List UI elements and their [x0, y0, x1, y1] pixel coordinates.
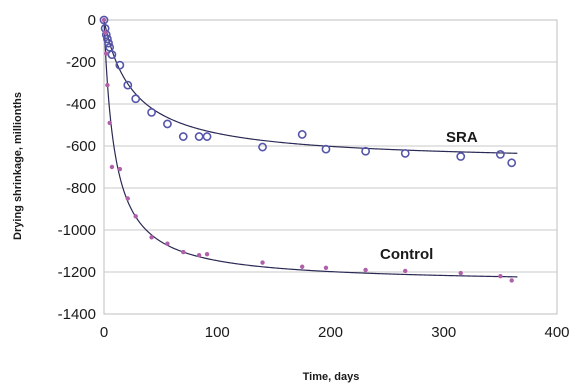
y-axis-title: Drying shrinkage, millionths: [12, 92, 24, 240]
data-point-sra: [507, 158, 517, 168]
data-point-sra: [495, 149, 505, 159]
y-tick-label: -400: [66, 96, 96, 113]
data-point-sra: [123, 80, 133, 90]
data-point-control: [109, 164, 115, 170]
trend-line-sra: [103, 19, 518, 154]
data-point-sra: [104, 38, 113, 48]
x-axis-title: Time, days: [303, 371, 360, 383]
data-point-control: [165, 241, 170, 246]
y-tick-label: 0: [88, 12, 96, 29]
data-point-control: [117, 166, 123, 172]
data-point-control: [509, 278, 514, 283]
data-point-control: [299, 264, 305, 269]
trend-line-control: [103, 19, 518, 278]
y-tick-label: -1200: [58, 264, 96, 281]
data-point-control: [133, 214, 138, 219]
data-point-sra: [147, 108, 156, 117]
data-point-sra: [178, 132, 188, 141]
data-point-control: [107, 120, 112, 126]
data-point-sra: [258, 142, 267, 152]
data-point-sra: [456, 152, 466, 161]
x-axis-ticks: 0 100 200 300 400: [100, 324, 570, 341]
x-tick-label: 200: [318, 324, 343, 341]
data-point-control: [149, 235, 154, 240]
y-tick-label: -800: [66, 180, 96, 197]
x-tick-label: 0: [100, 324, 108, 341]
data-point-control: [181, 249, 186, 255]
data-point-control: [101, 17, 107, 23]
data-point-control: [363, 267, 368, 273]
data-point-control: [498, 274, 503, 279]
data-point-control: [458, 270, 463, 276]
data-point-sra: [361, 146, 371, 156]
data-point-sra: [297, 130, 307, 139]
data-point-control: [196, 253, 202, 258]
y-tick-label: -1400: [58, 306, 96, 323]
data-point-sra: [163, 119, 172, 129]
x-tick-label: 100: [205, 324, 230, 341]
data-point-sra: [99, 15, 109, 25]
data-point-control: [105, 82, 110, 88]
y-tick-label: -200: [66, 54, 96, 71]
data-point-control: [104, 51, 109, 56]
data-points: [99, 15, 517, 283]
data-point-control: [204, 251, 210, 257]
data-point-control: [323, 265, 329, 270]
y-tick-label: -600: [66, 138, 96, 155]
data-point-sra: [102, 34, 112, 44]
control-series-label: Control: [380, 246, 433, 263]
data-point-sra: [321, 144, 331, 154]
trend-lines: [103, 19, 518, 278]
data-point-sra: [131, 94, 141, 104]
data-point-control: [403, 268, 408, 274]
data-point-control: [260, 260, 265, 265]
x-tick-label: 300: [431, 324, 456, 341]
data-point-sra: [400, 148, 410, 158]
y-tick-label: -1000: [58, 222, 96, 239]
data-point-control: [102, 30, 108, 35]
plot-area: [103, 19, 558, 315]
y-axis-ticks: 0 -200 -400 -600 -800 -1000 -1200 -1400: [58, 12, 96, 323]
data-point-sra: [107, 50, 117, 60]
data-point-control: [125, 196, 130, 201]
sra-series-label: SRA: [446, 129, 478, 146]
x-tick-label: 400: [544, 324, 569, 341]
data-point-sra: [202, 132, 212, 141]
data-point-sra: [115, 60, 125, 70]
